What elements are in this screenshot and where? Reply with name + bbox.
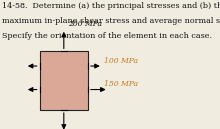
Text: maximum in-plane shear stress and average normal stress.: maximum in-plane shear stress and averag… <box>2 17 220 25</box>
Text: Specify the orientation of the element in each case.: Specify the orientation of the element i… <box>2 32 212 40</box>
Text: 14-58.  Determine (a) the principal stresses and (b) the: 14-58. Determine (a) the principal stres… <box>2 2 220 10</box>
Text: 150 MPa: 150 MPa <box>104 80 138 88</box>
Bar <box>40 51 88 110</box>
Text: 100 MPa: 100 MPa <box>104 57 138 65</box>
Text: 200 MPa: 200 MPa <box>68 20 102 28</box>
